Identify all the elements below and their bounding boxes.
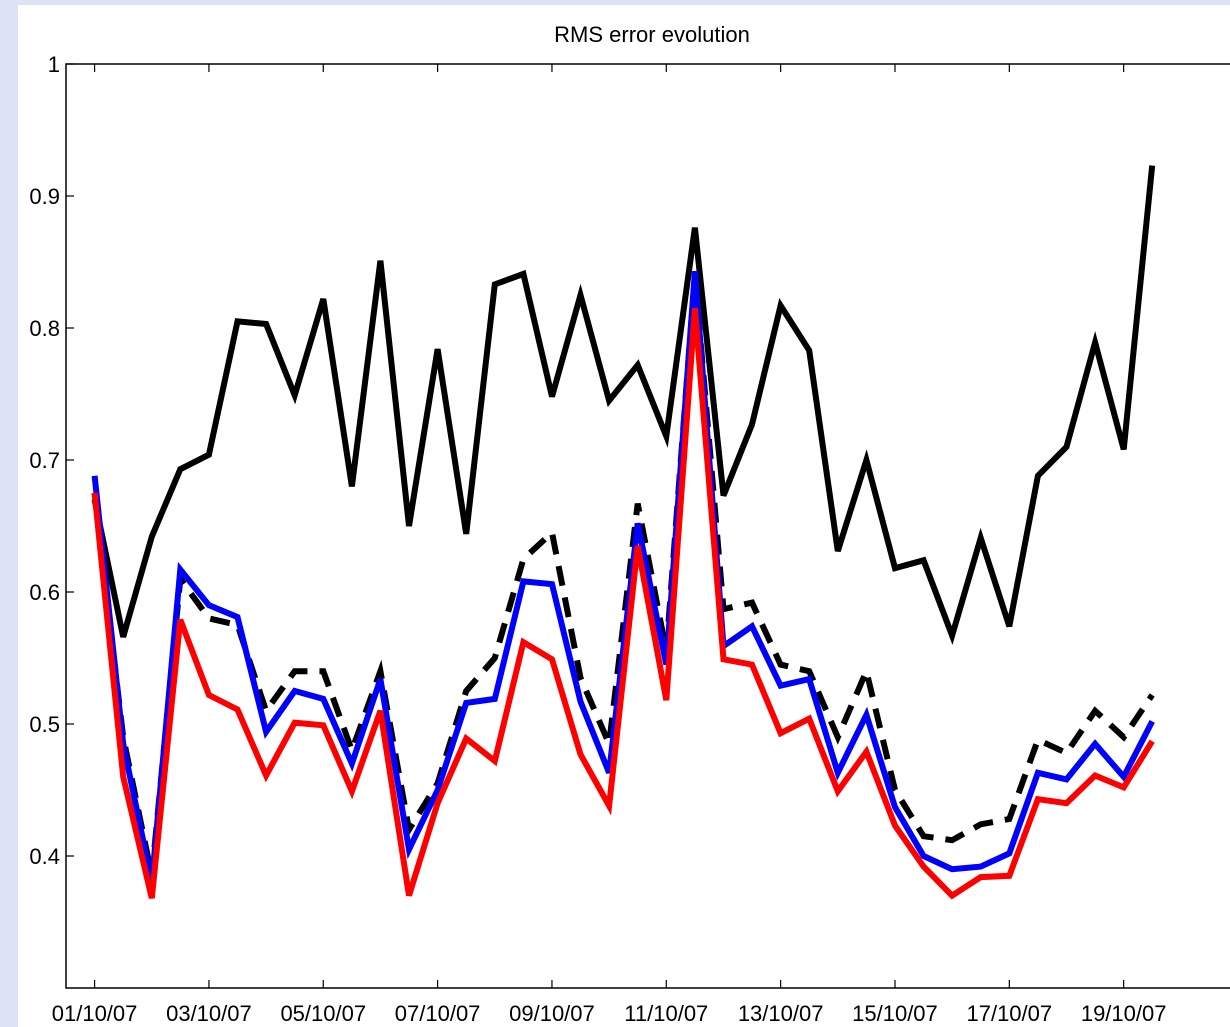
y-tick-label: 0.9 xyxy=(29,184,60,209)
y-tick-label: 0.7 xyxy=(29,448,60,473)
x-tick-label: 15/10/07 xyxy=(852,1001,938,1026)
x-tick-label: 11/10/07 xyxy=(624,1001,708,1026)
y-tick-label: 1 xyxy=(48,52,60,77)
axes: 0.4 0.5 0.6 0.7 0.8 0.9 1 01/10/07 03/10/07 05/10… xyxy=(29,52,1230,1026)
plot-area xyxy=(18,5,1230,1027)
x-tick-label: 03/10/07 xyxy=(166,1001,252,1026)
y-tick-label: 0.8 xyxy=(29,316,60,341)
x-tick-label: 05/10/07 xyxy=(280,1001,366,1026)
chart-title: RMS error evolution xyxy=(554,22,750,47)
series-line-3 xyxy=(91,270,1155,884)
axes-box xyxy=(65,63,1230,989)
x-tick-label: 09/10/07 xyxy=(509,1001,595,1026)
series-line-4 xyxy=(91,307,1155,900)
x-tick-label: 07/10/07 xyxy=(395,1001,481,1026)
y-tick-label: 0.5 xyxy=(29,712,60,737)
series-line-1 xyxy=(91,165,1156,646)
x-tick-label: 17/10/07 xyxy=(966,1001,1052,1026)
y-tick-label: 0.4 xyxy=(29,844,60,869)
x-tick-label: 13/10/07 xyxy=(738,1001,824,1026)
x-tick-label: 01/10/07 xyxy=(52,1001,138,1026)
series-layer xyxy=(91,165,1156,900)
y-tick-label: 0.6 xyxy=(29,580,60,605)
x-tick-label: 19/10/07 xyxy=(1081,1001,1167,1026)
